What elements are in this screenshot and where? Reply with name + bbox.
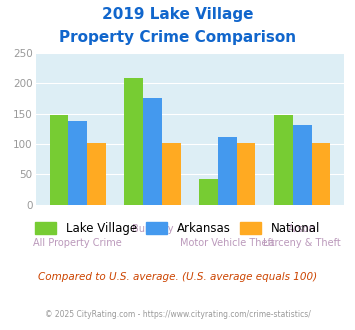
Bar: [218, 137, 237, 205]
Text: Property Crime Comparison: Property Crime Comparison: [59, 30, 296, 45]
Text: © 2025 CityRating.com - https://www.cityrating.com/crime-statistics/: © 2025 CityRating.com - https://www.city…: [45, 310, 310, 319]
Text: Motor Vehicle Theft: Motor Vehicle Theft: [180, 238, 275, 248]
Bar: [237, 143, 256, 205]
Text: 2019 Lake Village: 2019 Lake Village: [102, 7, 253, 21]
Bar: [162, 143, 181, 205]
Legend: Lake Village, Arkansas, National: Lake Village, Arkansas, National: [30, 217, 325, 240]
Text: Compared to U.S. average. (U.S. average equals 100): Compared to U.S. average. (U.S. average …: [38, 272, 317, 282]
Bar: [312, 143, 330, 205]
Bar: [68, 121, 87, 205]
Bar: [124, 78, 143, 205]
Text: Arson: Arson: [288, 224, 316, 234]
Bar: [143, 98, 162, 205]
Bar: [274, 115, 293, 205]
Text: Larceny & Theft: Larceny & Theft: [263, 238, 341, 248]
Bar: [87, 143, 106, 205]
Bar: [50, 115, 68, 205]
Bar: [199, 179, 218, 205]
Text: All Property Crime: All Property Crime: [33, 238, 122, 248]
Text: Burglary: Burglary: [132, 224, 173, 234]
Bar: [293, 125, 312, 205]
